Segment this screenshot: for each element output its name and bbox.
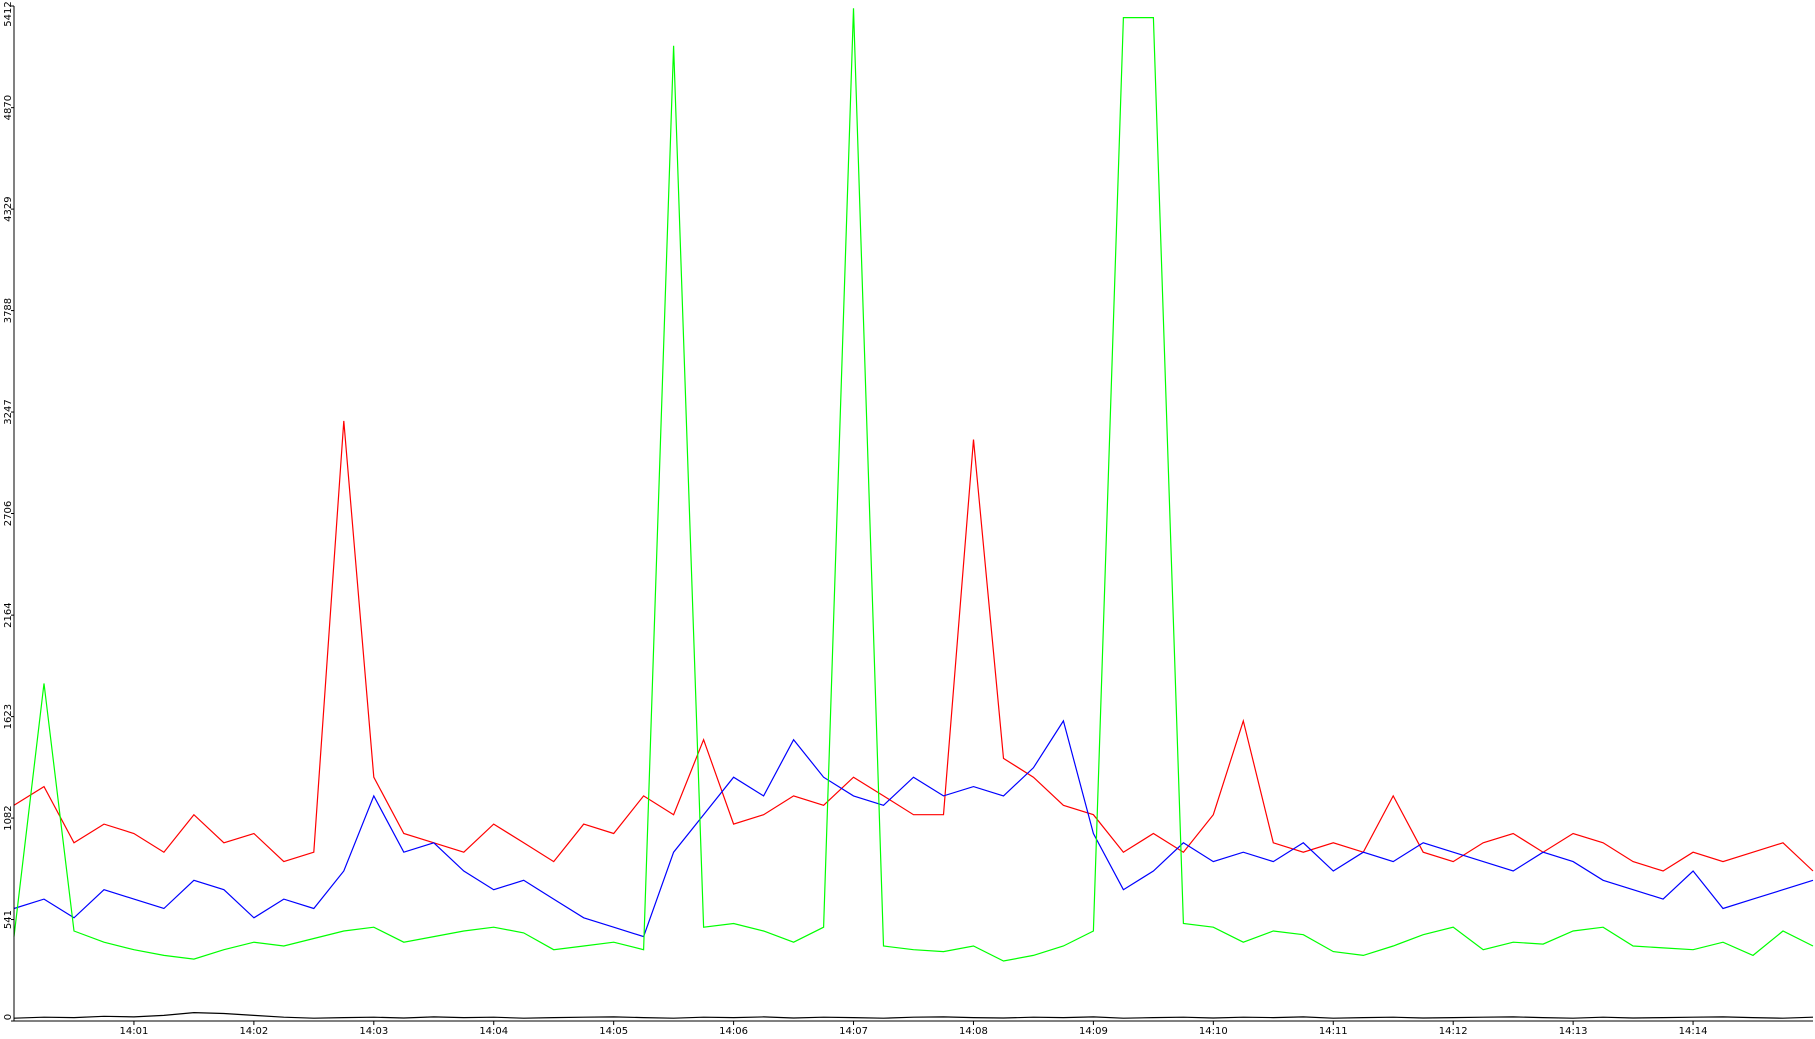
x-tick-label: 14:04 (479, 1026, 508, 1037)
x-tick-label: 14:03 (359, 1026, 388, 1037)
y-tick-label: 0 (3, 1014, 14, 1020)
y-tick-label: 1623 (3, 704, 14, 729)
series-line (13, 420, 1814, 872)
x-tick-label: 14:01 (120, 1026, 149, 1037)
series-line (13, 719, 1814, 938)
series-line (13, 8, 1814, 962)
y-tick-label: 5412 (3, 1, 14, 26)
y-tick-label: 3247 (3, 399, 14, 424)
x-tick-label: 14:12 (1439, 1026, 1468, 1037)
y-tick-label: 2706 (3, 501, 14, 526)
x-tick-label: 14:13 (1559, 1026, 1588, 1037)
x-tick-label: 14:02 (239, 1026, 268, 1037)
y-tick-label: 541 (3, 910, 14, 929)
y-tick-label: 3788 (3, 298, 14, 323)
x-tick-label: 14:10 (1199, 1026, 1228, 1037)
x-tick-label: 14:09 (1079, 1026, 1108, 1037)
series-line (13, 1011, 1814, 1019)
x-tick-label: 14:08 (959, 1026, 988, 1037)
x-tick-label: 14:11 (1319, 1026, 1348, 1037)
y-tick-label: 1082 (3, 805, 14, 830)
y-tick-label: 4329 (3, 196, 14, 221)
x-tick-label: 14:14 (1679, 1026, 1708, 1037)
y-tick-label: 4870 (3, 95, 14, 120)
x-tick-label: 14:06 (719, 1026, 748, 1037)
x-tick-label: 14:05 (599, 1026, 628, 1037)
x-tick-label: 14:07 (839, 1026, 868, 1037)
y-tick-label: 2164 (3, 602, 14, 627)
